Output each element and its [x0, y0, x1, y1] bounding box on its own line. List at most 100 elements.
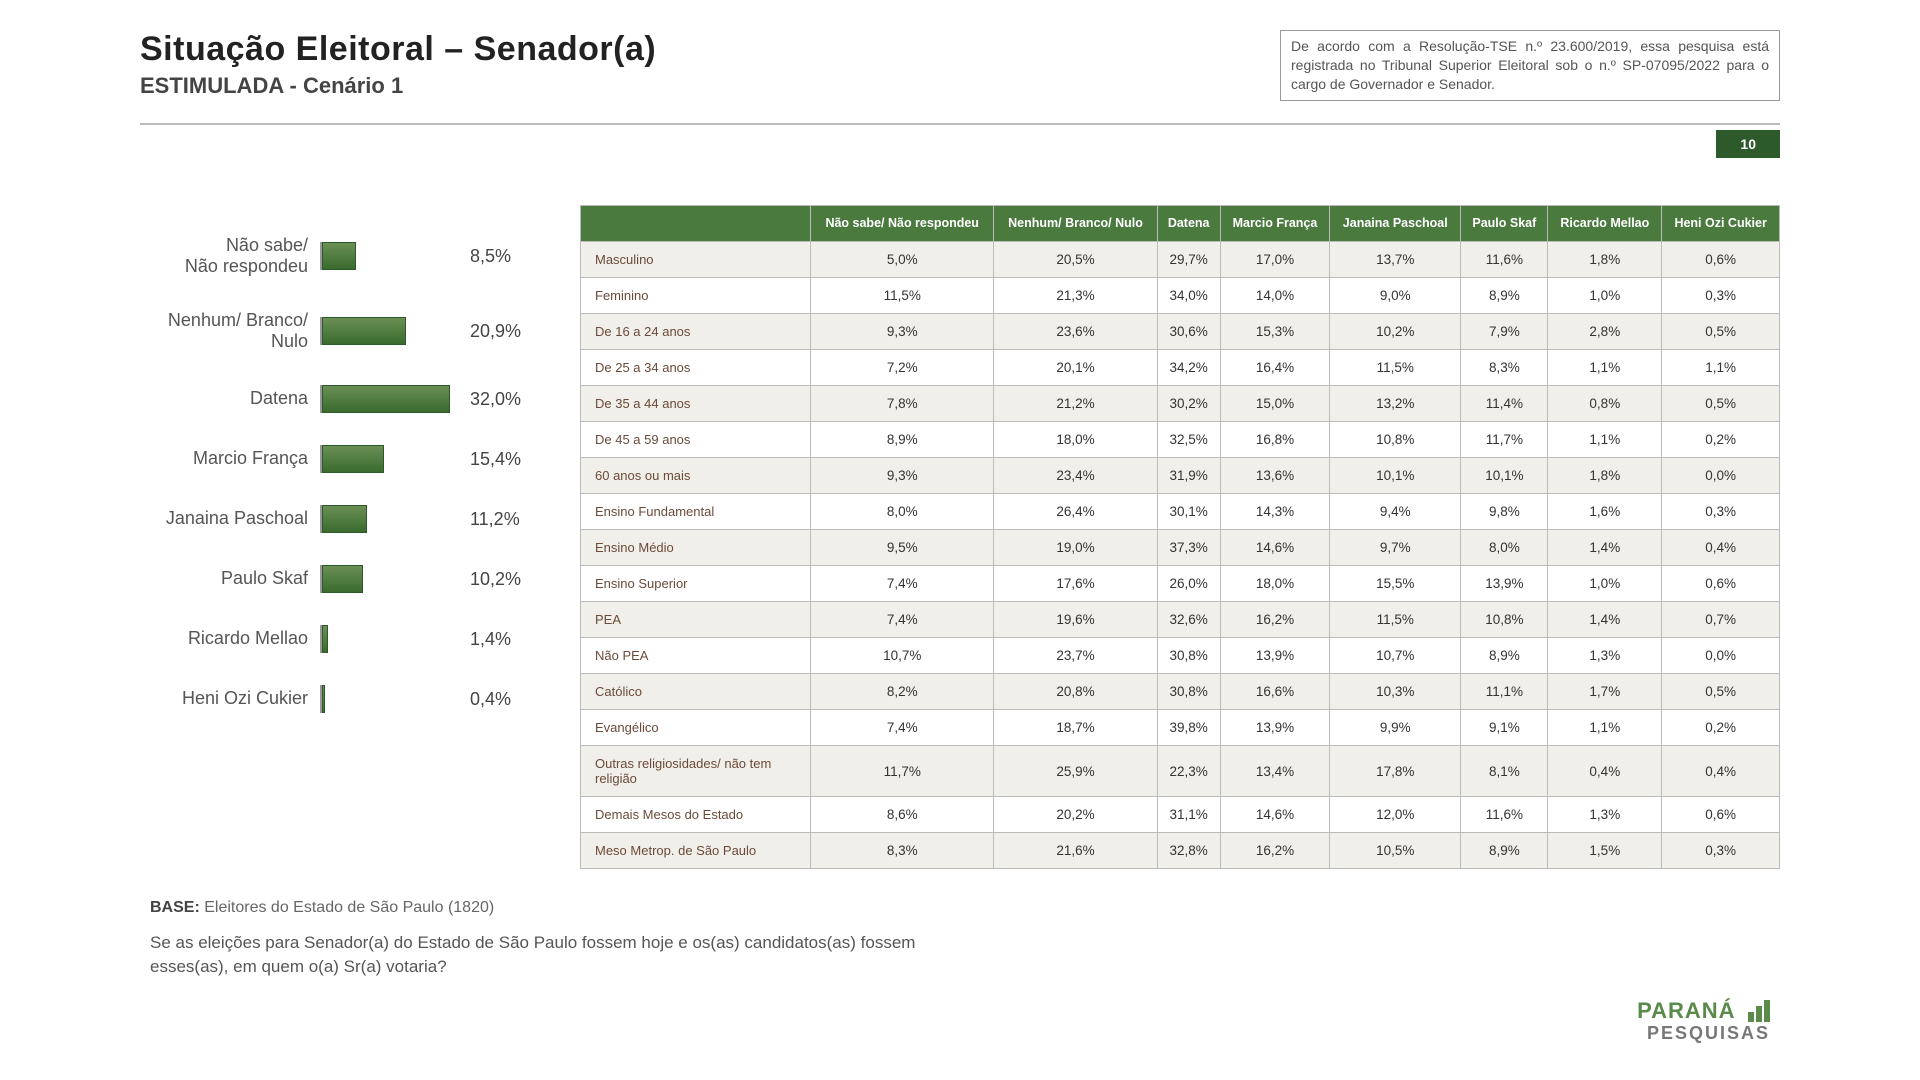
table-cell: 37,3% [1157, 530, 1220, 566]
table-cell: 39,8% [1157, 710, 1220, 746]
table-row: Masculino5,0%20,5%29,7%17,0%13,7%11,6%1,… [581, 242, 1780, 278]
bar-row: Ricardo Mellao1,4% [140, 625, 560, 653]
table-cell: 9,7% [1330, 530, 1461, 566]
table-cell: 8,9% [1461, 278, 1548, 314]
brand-logo: PARANÁ PESQUISAS [1637, 998, 1770, 1044]
table-row: Ensino Superior7,4%17,6%26,0%18,0%15,5%1… [581, 566, 1780, 602]
page-title: Situação Eleitoral – Senador(a) [140, 30, 1240, 69]
table-row: De 45 a 59 anos8,9%18,0%32,5%16,8%10,8%1… [581, 422, 1780, 458]
table-cell: 10,5% [1330, 833, 1461, 869]
table-cell: 9,4% [1330, 494, 1461, 530]
bar-fill [322, 685, 325, 713]
table-cell: 10,3% [1330, 674, 1461, 710]
table-cell: 23,6% [994, 314, 1157, 350]
table-cell: 0,5% [1662, 674, 1780, 710]
table-cell: 23,7% [994, 638, 1157, 674]
table-cell: 32,6% [1157, 602, 1220, 638]
table-cell: 30,1% [1157, 494, 1220, 530]
table-cell: 16,8% [1220, 422, 1329, 458]
table-cell: 1,7% [1548, 674, 1662, 710]
table-cell: 26,0% [1157, 566, 1220, 602]
table-cell: 13,9% [1220, 638, 1329, 674]
table-cell: 17,8% [1330, 746, 1461, 797]
table-cell: 0,0% [1662, 458, 1780, 494]
page-number-badge: 10 [1716, 130, 1780, 158]
table-row: Ensino Fundamental8,0%26,4%30,1%14,3%9,4… [581, 494, 1780, 530]
table-cell: 13,9% [1220, 710, 1329, 746]
table-cell: 0,3% [1662, 833, 1780, 869]
table-cell: 30,2% [1157, 386, 1220, 422]
table-cell: 8,6% [811, 797, 994, 833]
table-cell: 0,3% [1662, 278, 1780, 314]
table-cell: 10,8% [1330, 422, 1461, 458]
table-row-header: 60 anos ou mais [581, 458, 811, 494]
table-row-header: PEA [581, 602, 811, 638]
table-cell: 31,1% [1157, 797, 1220, 833]
table-cell: 23,4% [994, 458, 1157, 494]
table-cell: 25,9% [994, 746, 1157, 797]
bar-label: Ricardo Mellao [140, 628, 320, 650]
table-row-header: Ensino Médio [581, 530, 811, 566]
crosstab-table: Não sabe/ Não respondeuNenhum/ Branco/ N… [580, 205, 1780, 870]
table-cell: 13,6% [1220, 458, 1329, 494]
table-cell: 16,2% [1220, 602, 1329, 638]
table-cell: 10,8% [1461, 602, 1548, 638]
table-cell: 16,2% [1220, 833, 1329, 869]
table-cell: 30,8% [1157, 638, 1220, 674]
table-cell: 11,5% [1330, 602, 1461, 638]
bar-fill [322, 242, 356, 270]
table-cell: 7,4% [811, 602, 994, 638]
table-cell: 20,8% [994, 674, 1157, 710]
table-cell: 1,1% [1548, 350, 1662, 386]
table-cell: 9,0% [1330, 278, 1461, 314]
table-row-header: De 35 a 44 anos [581, 386, 811, 422]
table-cell: 22,3% [1157, 746, 1220, 797]
table-cell: 18,0% [1220, 566, 1329, 602]
table-cell: 5,0% [811, 242, 994, 278]
bar-value: 11,2% [470, 509, 520, 530]
table-row: Demais Mesos do Estado8,6%20,2%31,1%14,6… [581, 797, 1780, 833]
table-col-header: Heni Ozi Cukier [1662, 205, 1780, 242]
table-cell: 1,8% [1548, 242, 1662, 278]
table-cell: 1,6% [1548, 494, 1662, 530]
table-row-header: Católico [581, 674, 811, 710]
bar-track [320, 317, 460, 345]
table-col-header: Datena [1157, 205, 1220, 242]
table-cell: 32,8% [1157, 833, 1220, 869]
table-cell: 32,5% [1157, 422, 1220, 458]
bar-value: 8,5% [470, 246, 511, 267]
bar-fill [322, 565, 363, 593]
table-row: PEA7,4%19,6%32,6%16,2%11,5%10,8%1,4%0,7% [581, 602, 1780, 638]
table-cell: 11,5% [1330, 350, 1461, 386]
table-cell: 21,6% [994, 833, 1157, 869]
table-cell: 10,7% [1330, 638, 1461, 674]
table-cell: 0,5% [1662, 386, 1780, 422]
table-row-header: De 45 a 59 anos [581, 422, 811, 458]
table-row: Evangélico7,4%18,7%39,8%13,9%9,9%9,1%1,1… [581, 710, 1780, 746]
table-cell: 0,3% [1662, 494, 1780, 530]
table-row-header: De 16 a 24 anos [581, 314, 811, 350]
bar-track [320, 685, 460, 713]
bar-track [320, 505, 460, 533]
table-cell: 1,1% [1548, 422, 1662, 458]
table-row-header: Outras religiosidades/ não tem religião [581, 746, 811, 797]
bar-track [320, 242, 460, 270]
table-row: De 35 a 44 anos7,8%21,2%30,2%15,0%13,2%1… [581, 386, 1780, 422]
table-cell: 16,6% [1220, 674, 1329, 710]
table-cell: 14,3% [1220, 494, 1329, 530]
bar-label: Não sabe/Não respondeu [140, 235, 320, 278]
table-cell: 0,7% [1662, 602, 1780, 638]
table-row-header: Não PEA [581, 638, 811, 674]
table-cell: 8,9% [1461, 638, 1548, 674]
table-cell: 30,6% [1157, 314, 1220, 350]
table-cell: 21,3% [994, 278, 1157, 314]
table-col-header: Paulo Skaf [1461, 205, 1548, 242]
survey-question: Se as eleições para Senador(a) do Estado… [150, 931, 930, 979]
table-cell: 14,0% [1220, 278, 1329, 314]
table-cell: 1,3% [1548, 638, 1662, 674]
table-cell: 11,6% [1461, 242, 1548, 278]
bar-row: Paulo Skaf10,2% [140, 565, 560, 593]
table-col-header: Nenhum/ Branco/ Nulo [994, 205, 1157, 242]
registration-note: De acordo com a Resolução-TSE n.º 23.600… [1280, 30, 1780, 101]
table-cell: 19,6% [994, 602, 1157, 638]
